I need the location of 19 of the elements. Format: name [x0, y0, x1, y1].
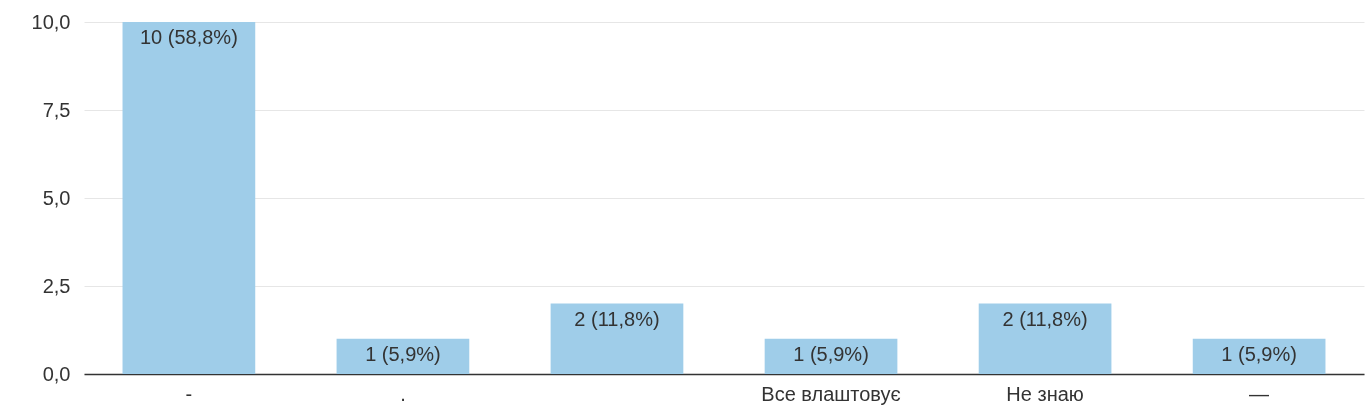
x-tick-label: Не знаю: [1006, 382, 1084, 405]
bar: [122, 22, 256, 374]
x-tick-label: Все влаштовує: [761, 382, 901, 405]
y-tick-label: 5,0: [42, 186, 71, 209]
data-label: 10 (58,8%): [139, 26, 238, 48]
bar: [978, 303, 1112, 374]
data-label: 2 (11,8%): [1002, 307, 1088, 330]
y-tick-label: 0,0: [42, 362, 71, 385]
x-tick-label: .: [400, 382, 406, 405]
y-tick-label: 7,5: [42, 98, 71, 121]
data-label: 1 (5,9%): [793, 342, 869, 365]
data-label: 1 (5,9%): [365, 342, 441, 365]
x-tick-label: —: [1249, 382, 1270, 405]
x-tick-label: -: [185, 382, 193, 405]
y-tick-label: 2,5: [42, 274, 71, 297]
data-label: 1 (5,9%): [1221, 342, 1297, 365]
bar: [550, 303, 684, 374]
data-label: 2 (11,8%): [574, 307, 660, 330]
y-tick-label: 10,0: [31, 10, 71, 33]
